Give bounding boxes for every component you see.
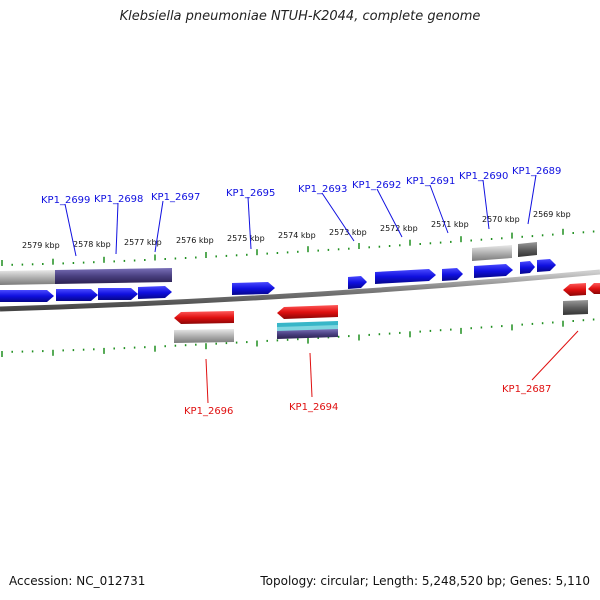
gene-label-forward[interactable]: KP1_2695	[226, 188, 275, 199]
gene-label-reverse[interactable]: KP1_2696	[184, 406, 233, 417]
gene-arrow-forward[interactable]	[232, 282, 275, 295]
gene-arrow-reverse[interactable]	[563, 283, 586, 296]
gene-label-forward[interactable]: KP1_2689	[512, 166, 561, 177]
gene-arrow-forward[interactable]	[348, 276, 367, 289]
gene-arrow-reverse[interactable]	[588, 283, 600, 294]
gene-arrow-forward[interactable]	[56, 289, 98, 301]
pseudogene-feature[interactable]	[518, 242, 537, 257]
genome-backbone	[0, 269, 600, 312]
kbp-label: 2578 kbp	[73, 240, 111, 249]
rna-feature[interactable]	[277, 329, 338, 339]
forward-strand-genes	[0, 259, 556, 302]
kbp-label: 2576 kbp	[176, 236, 214, 245]
pseudogene-feature[interactable]	[563, 300, 588, 315]
gene-label-reverse[interactable]: KP1_2694	[289, 402, 338, 413]
kbp-label: 2579 kbp	[22, 241, 60, 250]
gene-label-forward[interactable]: KP1_2693	[298, 184, 347, 195]
gene-arrow-forward[interactable]	[520, 261, 535, 274]
gene-label-forward[interactable]: KP1_2698	[94, 194, 143, 205]
gene-arrow-forward[interactable]	[474, 264, 513, 278]
page-title: Klebsiella pneumoniae NTUH-K2044, comple…	[119, 9, 481, 24]
coordinate-ruler-bottom	[1, 318, 595, 357]
gene-label-forward[interactable]: KP1_2691	[406, 176, 455, 187]
pseudogene-feature[interactable]	[174, 329, 234, 343]
coordinate-ruler-top	[1, 228, 595, 266]
gene-arrow-reverse[interactable]	[174, 311, 234, 324]
gene-label-forward[interactable]: KP1_2697	[151, 192, 200, 203]
kbp-label: 2569 kbp	[533, 210, 571, 219]
pseudogene-feature[interactable]	[0, 270, 55, 285]
gene-arrow-forward[interactable]	[442, 268, 463, 281]
gene-arrow-reverse[interactable]	[277, 305, 338, 319]
gene-arrow-forward[interactable]	[138, 286, 172, 299]
kbp-label: 2574 kbp	[278, 231, 316, 240]
pseudogene-feature[interactable]	[472, 245, 512, 261]
rna-feature[interactable]	[55, 268, 172, 284]
reverse-strand-genes	[174, 283, 600, 324]
gene-label-forward[interactable]: KP1_2692	[352, 180, 401, 191]
feature-track-lower	[174, 300, 588, 343]
kbp-label: 2571 kbp	[431, 220, 469, 229]
gene-arrow-forward[interactable]	[0, 290, 54, 302]
kbp-label: 2570 kbp	[482, 215, 520, 224]
kbp-label: 2577 kbp	[124, 238, 162, 247]
kbp-label: 2572 kbp	[380, 224, 418, 233]
genome-summary-text: Topology: circular; Length: 5,248,520 bp…	[260, 574, 590, 588]
feature-track-upper	[0, 242, 537, 285]
reverse-gene-labels: KP1_2696 KP1_2694 KP1_2687	[184, 330, 579, 417]
kbp-label: 2575 kbp	[227, 234, 265, 243]
accession-text: Accession: NC_012731	[9, 574, 146, 588]
forward-gene-labels: KP1_2699 KP1_2698 KP1_2697 KP1_2695 KP1_…	[41, 166, 561, 257]
gene-arrow-forward[interactable]	[375, 269, 436, 284]
gene-label-reverse[interactable]: KP1_2687	[502, 384, 551, 395]
gene-arrow-forward[interactable]	[537, 259, 556, 272]
gene-label-forward[interactable]: KP1_2690	[459, 171, 508, 182]
gene-arrow-forward[interactable]	[98, 288, 138, 300]
gene-label-forward[interactable]: KP1_2699	[41, 195, 90, 206]
kbp-scale-labels: 2579 kbp 2578 kbp 2577 kbp 2576 kbp 2575…	[22, 210, 571, 250]
